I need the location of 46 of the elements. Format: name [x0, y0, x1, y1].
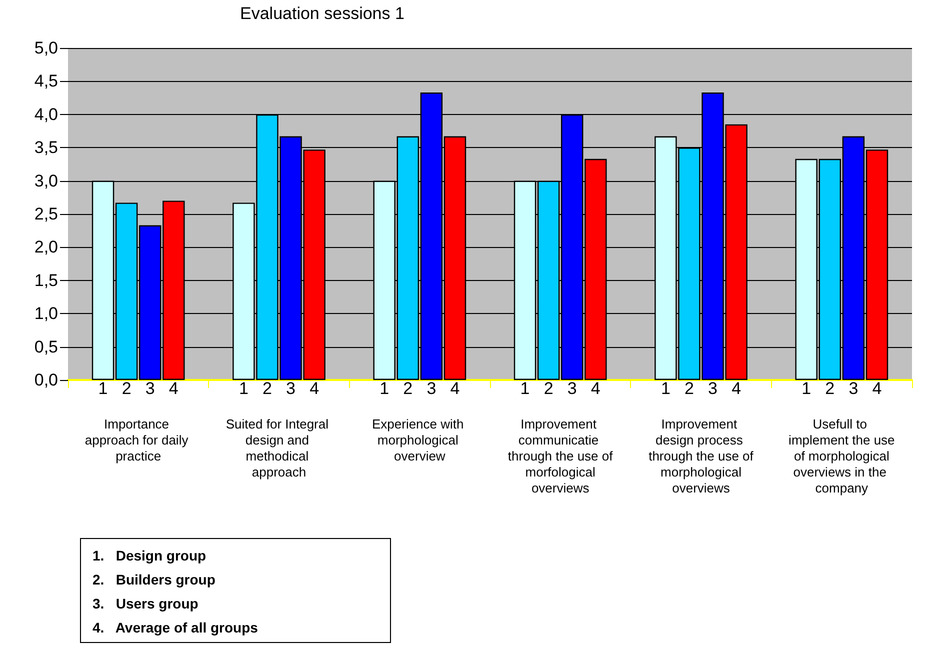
- text: 1: [520, 379, 530, 398]
- text: 3: [708, 379, 718, 398]
- x-tick-label: Importance approach for daily practice: [84, 416, 192, 464]
- y-tick-label: 0,5: [34, 337, 58, 356]
- text: 3: [426, 379, 436, 398]
- series-label: 2: [122, 379, 132, 398]
- text: 2: [403, 379, 413, 398]
- text: 3: [848, 379, 858, 398]
- y-tick-label: 2,0: [34, 238, 58, 257]
- y-tick-label: 0,0: [34, 370, 58, 390]
- text: 3: [286, 379, 296, 398]
- text: 1: [660, 379, 670, 398]
- y-tick-label: 4,5: [34, 72, 58, 91]
- y-tick-label: 4,0: [34, 104, 58, 124]
- chart-title: Evaluation sessions 1: [240, 4, 404, 23]
- x-tick-label: Improvement communicatie through the use of morfological overviews: [508, 416, 614, 496]
- y-tick-label: 3,0: [34, 171, 58, 190]
- x-tick-label: Experience with morphological overview: [372, 416, 468, 464]
- text: 4: [310, 379, 320, 398]
- series-label: 4: [168, 379, 178, 398]
- x-tick-label: Suited for Integral design and methodical approach: [226, 416, 332, 480]
- text: 2: [825, 379, 835, 398]
- text: 3: [567, 379, 577, 398]
- text: 2. Builders group: [92, 572, 216, 588]
- text: 4. Average of all groups: [92, 620, 258, 636]
- text: 4: [732, 379, 742, 398]
- y-tick-label: 1,0: [34, 304, 58, 324]
- y-tick-label: 1,5: [34, 270, 58, 290]
- text: 2: [544, 379, 554, 398]
- text: 1. Design group: [92, 548, 206, 564]
- y-tick-label: 3,5: [34, 138, 58, 158]
- y-tick-label: 5,0: [34, 38, 58, 58]
- x-tick-label: Improvement design process through the use of morphological overviews: [648, 416, 754, 496]
- text: 1: [380, 379, 390, 398]
- text: 2: [684, 379, 694, 398]
- text: 4: [590, 379, 600, 398]
- series-label: 1: [98, 379, 108, 398]
- text: 3. Users group: [92, 596, 198, 612]
- series-label: 3: [145, 379, 155, 398]
- text: 2: [262, 379, 272, 398]
- text: 1: [802, 379, 812, 398]
- text: 4: [872, 379, 882, 398]
- y-tick-label: 2,5: [34, 204, 58, 224]
- text: 4: [450, 379, 460, 398]
- text: 1: [238, 379, 248, 398]
- x-tick-label: Usefull to implement the use of morphological overviews in the company: [788, 416, 895, 496]
